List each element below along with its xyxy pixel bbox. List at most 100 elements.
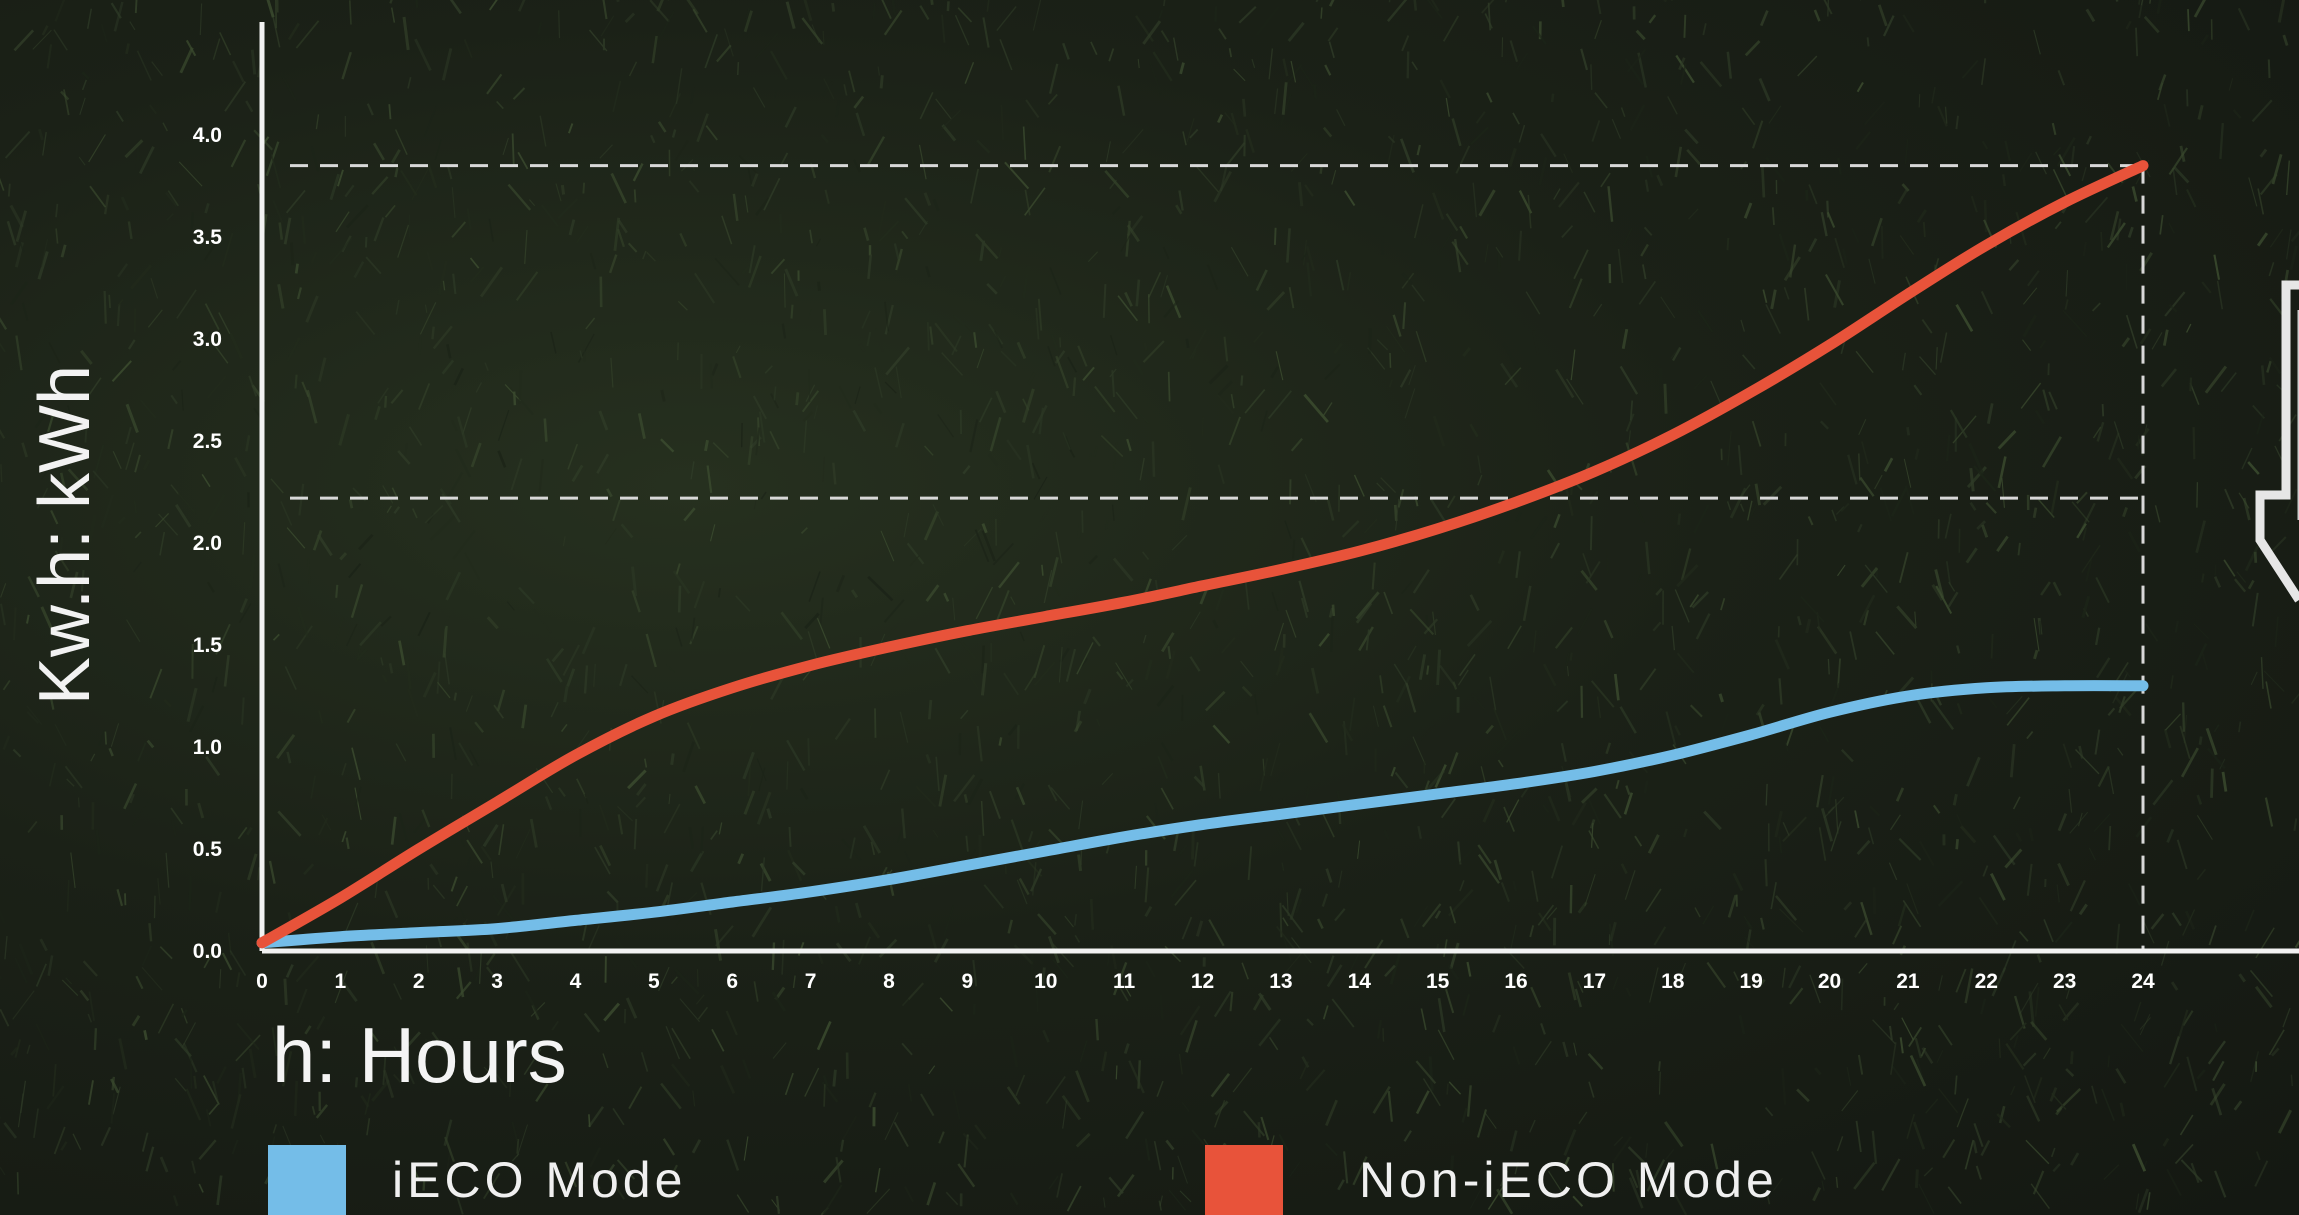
grass-blade xyxy=(1863,609,1869,626)
grass-blade xyxy=(1674,589,1690,623)
grass-blade xyxy=(1372,705,1379,727)
grass-blade xyxy=(1413,905,1429,928)
grass-blade xyxy=(1032,0,1042,31)
grass-blade xyxy=(52,1064,57,1097)
grass-blade xyxy=(1033,644,1046,679)
grass-blade xyxy=(1906,427,1911,436)
grass-blade xyxy=(981,645,985,674)
grass-blade xyxy=(426,513,435,524)
grass-blade xyxy=(586,925,600,953)
grass-blade xyxy=(603,1002,621,1022)
grass-blade xyxy=(642,250,647,260)
grass-blade xyxy=(735,345,741,354)
grass-blade xyxy=(203,950,215,969)
grass-blade xyxy=(909,555,920,567)
grass-blade xyxy=(150,278,159,299)
grass-blade xyxy=(344,184,355,198)
grass-blade xyxy=(1600,172,1611,188)
grass-blade xyxy=(1412,569,1430,594)
grass-blade xyxy=(962,465,971,475)
grass-blade xyxy=(281,1051,293,1087)
grass-blade xyxy=(924,445,934,456)
grass-blade xyxy=(1072,377,1077,397)
grass-blade xyxy=(926,1181,937,1206)
grass-blade xyxy=(906,542,925,565)
grass-blade xyxy=(2107,1055,2110,1068)
grass-blade xyxy=(453,692,458,701)
grass-blade xyxy=(633,189,637,203)
grass-blade xyxy=(1980,290,1994,315)
grass-blade xyxy=(296,606,310,638)
grass-blade xyxy=(1088,453,1092,463)
grass-blade xyxy=(1447,888,1474,917)
grass-blade xyxy=(518,370,523,404)
grass-blade xyxy=(1555,368,1575,399)
grass-blade xyxy=(945,1191,959,1206)
grass-blade xyxy=(1819,382,1837,406)
grass-blade xyxy=(2174,620,2179,633)
grass-blade xyxy=(2070,1051,2074,1065)
grass-blade xyxy=(316,1015,326,1030)
grass-blade xyxy=(1445,988,1455,1014)
grass-blade xyxy=(1643,226,1653,236)
grass-blade xyxy=(1538,912,1552,932)
grass-blade xyxy=(1111,504,1115,521)
grass-blade xyxy=(1781,967,1786,988)
grass-blade xyxy=(2166,828,2175,843)
grass-blade xyxy=(1603,793,1622,819)
grass-blade xyxy=(820,133,829,144)
grass-blade xyxy=(47,955,54,976)
grass-blade xyxy=(193,1075,197,1089)
grass-blade xyxy=(1775,895,1798,921)
grass-blade xyxy=(1163,300,1179,318)
x-tick-label: 21 xyxy=(1896,970,1920,993)
grass-blade xyxy=(1530,986,1542,1008)
grass-blade xyxy=(451,370,457,388)
grass-blade xyxy=(1834,237,1845,268)
grass-blade xyxy=(1042,1029,1050,1043)
grass-blade xyxy=(1137,1060,1141,1089)
grass-blade xyxy=(2,680,11,691)
grass-blade xyxy=(1588,1081,1595,1098)
grass-blade xyxy=(2022,339,2032,351)
grass-blade xyxy=(2062,309,2088,338)
grass-blade xyxy=(1823,0,1833,15)
grass-blade xyxy=(1462,994,1470,1016)
x-tick-labels: 0 1 2 3 4 5 6 7 8 9 10 11 12 13 14 15 16 17 18 19 20 21 22 23 24 xyxy=(256,970,2155,993)
grass-blade xyxy=(1284,520,1292,539)
grass-blade xyxy=(1840,978,1844,1011)
grass-blade xyxy=(760,857,765,892)
grass-blade xyxy=(602,1053,609,1069)
grass-blade xyxy=(2201,573,2205,583)
grass-blade xyxy=(823,309,827,336)
grass-blade xyxy=(1292,539,1296,559)
grass-blade xyxy=(418,383,431,410)
grass-blade xyxy=(1067,356,1078,373)
grass-blade xyxy=(1285,821,1302,851)
grass-blade xyxy=(1111,370,1115,398)
grass-blade xyxy=(755,33,779,59)
grass-blade xyxy=(2241,447,2253,470)
grass-blade xyxy=(1836,1136,1844,1152)
grass-blade xyxy=(125,43,130,55)
grass-blade xyxy=(589,1174,601,1190)
grass-blade xyxy=(594,846,611,875)
grass-blade xyxy=(1936,1049,1944,1064)
grass-blade xyxy=(695,994,705,1005)
grass-blade xyxy=(1357,840,1361,859)
grass-blade xyxy=(33,1108,39,1139)
grass-blade xyxy=(1831,509,1837,522)
grass-blade xyxy=(1632,498,1645,523)
grass-blade xyxy=(1175,204,1183,215)
grass-blade xyxy=(679,232,688,247)
grass-blade xyxy=(1050,333,1059,352)
grass-blade xyxy=(2282,1007,2291,1028)
grass-blade xyxy=(2043,919,2054,943)
grass-blade xyxy=(656,0,664,12)
grass-blade xyxy=(862,825,882,854)
grass-blade xyxy=(2032,1170,2045,1195)
grass-blade xyxy=(688,180,700,193)
grass-blade xyxy=(452,529,476,560)
grass-blade xyxy=(743,790,756,815)
grass-blade xyxy=(2186,89,2189,107)
